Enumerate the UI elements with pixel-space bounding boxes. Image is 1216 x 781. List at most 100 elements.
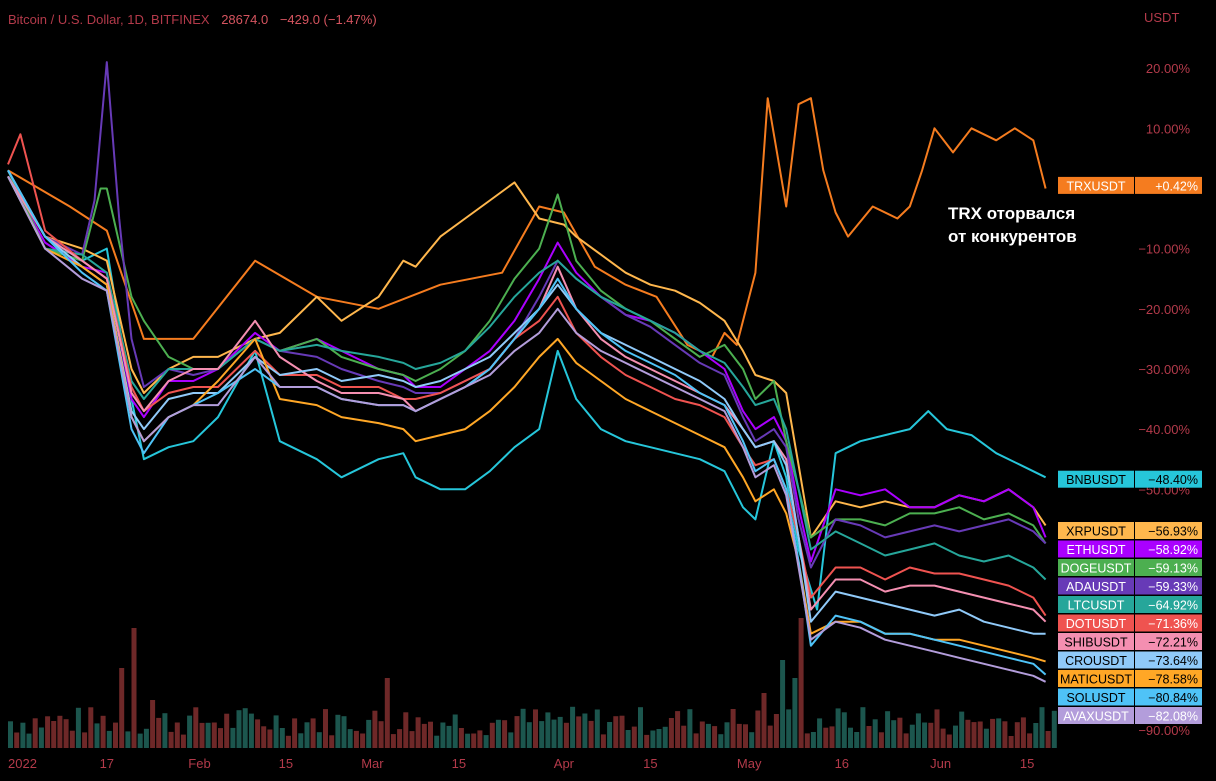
- series-value-box: [1135, 596, 1202, 613]
- series-label-ethusdt: ETHUSDT −58.92%: [1058, 540, 1202, 558]
- volume-bar: [57, 715, 63, 748]
- volume-bar: [242, 708, 248, 748]
- volume-bar: [508, 732, 514, 748]
- series-label-bnbusdt: BNBUSDT −48.40%: [1058, 470, 1202, 488]
- y-tick-label: −40.00%: [1138, 422, 1190, 437]
- volume-bar: [829, 726, 835, 748]
- series-label-avaxusdt: AVAXUSDT −82.08%: [1058, 707, 1202, 724]
- volume-bar: [483, 735, 489, 748]
- series-name: XRPUSDT: [1066, 525, 1126, 539]
- volume-bar: [199, 722, 205, 748]
- series-name-box: [1058, 614, 1134, 632]
- volume-bar: [891, 720, 897, 748]
- series-value: −71.36%: [1148, 617, 1198, 631]
- annotation-line-2: от конкурентов: [948, 227, 1077, 246]
- series-name: MATICUSDT: [1060, 673, 1132, 687]
- volume-bar: [786, 709, 792, 748]
- x-tick-label: Jun: [930, 756, 951, 771]
- series-label-ltcusdt: LTCUSDT −64.92%: [1058, 596, 1202, 613]
- volume-bar: [94, 723, 100, 748]
- series-name: AVAXUSDT: [1063, 710, 1129, 724]
- series-value: −56.93%: [1148, 525, 1198, 539]
- volume-bar: [903, 733, 909, 748]
- volume-bar: [452, 714, 458, 748]
- volume-bar: [841, 712, 847, 748]
- series-name: TRXUSDT: [1066, 179, 1125, 193]
- volume-bar: [20, 722, 26, 748]
- series-value: −64.92%: [1148, 599, 1198, 613]
- last-price: 28674.0: [221, 12, 269, 27]
- volume-bar: [681, 725, 687, 748]
- x-tick-label: Feb: [188, 756, 210, 771]
- volume-bar: [38, 727, 44, 748]
- instrument-title: Bitcoin / U.S. Dollar, 1D, BITFINEX: [8, 12, 210, 27]
- x-tick-label: Apr: [554, 756, 575, 771]
- series-line-bnbusdt: [7, 175, 1047, 611]
- volume-bar: [792, 678, 798, 748]
- volume-bar: [397, 729, 403, 748]
- series-value-box: [1135, 559, 1202, 576]
- volume-bar: [292, 718, 298, 748]
- series-label-xrpusdt: XRPUSDT −56.93%: [1058, 522, 1202, 539]
- volume-bar: [848, 727, 853, 748]
- volume-bar: [570, 706, 576, 748]
- series-value-box: [1135, 633, 1202, 650]
- y-tick-label: −90.00%: [1138, 723, 1190, 738]
- volume-bar: [971, 722, 977, 748]
- series-end-labels: TRXUSDT +0.42% BNBUSDT −48.40% XRPUSDT −56.93…: [1058, 176, 1202, 724]
- series-value: −59.13%: [1148, 562, 1198, 576]
- volume-bar: [218, 728, 223, 748]
- volume-bar: [150, 700, 156, 748]
- series-line-trxusdt: [7, 97, 1047, 358]
- x-tick-label: 16: [835, 756, 849, 771]
- x-axis: 2022 17 Feb 15 Mar 15 Apr 15 May 16 Jun 15: [8, 756, 1034, 771]
- volume-bar: [502, 720, 508, 748]
- volume-bar: [712, 726, 718, 748]
- volume-bar: [885, 711, 891, 748]
- x-tick-label: 15: [452, 756, 466, 771]
- volume-bar: [1008, 736, 1014, 748]
- volume-bar: [285, 735, 291, 748]
- series-line-dogeusdt: [7, 169, 1047, 544]
- volume-bar: [798, 618, 804, 748]
- series-value: −72.21%: [1148, 636, 1198, 650]
- volume-bar: [224, 713, 230, 748]
- volume-bar: [940, 728, 946, 748]
- volume-bar: [298, 733, 304, 748]
- volume-bar: [360, 733, 366, 748]
- volume-bar: [113, 722, 118, 748]
- volume-bar: [638, 707, 643, 748]
- series-value-box: [1135, 176, 1202, 194]
- y-tick-label: −10.00%: [1138, 242, 1190, 257]
- volume-bar: [860, 707, 866, 748]
- x-tick-label: Mar: [361, 756, 384, 771]
- volume-bar: [662, 726, 668, 748]
- volume-bar: [804, 733, 810, 748]
- volume-bar: [180, 734, 186, 748]
- volume-bar: [1033, 723, 1039, 748]
- series-value: −78.58%: [1148, 673, 1198, 687]
- series-name: SHIBUSDT: [1064, 636, 1128, 650]
- volume-bar: [440, 722, 446, 748]
- volume-bar: [922, 722, 928, 748]
- series-name: DOTUSDT: [1066, 617, 1127, 631]
- series-value-box: [1135, 707, 1202, 724]
- volume-bar: [724, 722, 730, 748]
- volume-bar: [477, 730, 483, 748]
- volume-bar: [279, 728, 285, 748]
- volume-bar: [810, 732, 816, 748]
- series-name: BNBUSDT: [1066, 473, 1126, 487]
- y-tick-label: 20.00%: [1146, 61, 1191, 76]
- y-tick-label: −30.00%: [1138, 362, 1190, 377]
- series-label-dogeusdt: DOGEUSDT −59.13%: [1058, 559, 1202, 576]
- volume-bar: [248, 713, 254, 748]
- series-name-box: [1058, 688, 1134, 706]
- volume-bar: [75, 707, 81, 748]
- series-value: +0.42%: [1155, 179, 1198, 193]
- volume-bar: [687, 709, 693, 748]
- volume-bar: [743, 724, 748, 748]
- volume-bar: [51, 721, 57, 748]
- volume-bar: [915, 713, 921, 748]
- series-line-ethusdt: [7, 175, 1047, 563]
